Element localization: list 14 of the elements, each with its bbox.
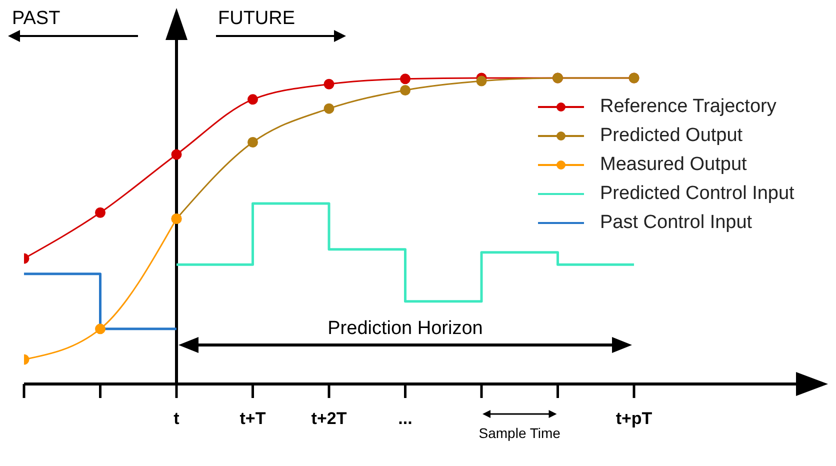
legend-label: Measured Output: [600, 153, 747, 177]
x-tick-label: t+T: [240, 409, 266, 428]
x-tick-label: t: [174, 409, 180, 428]
x-tick-label: ...: [398, 409, 412, 428]
legend-label: Predicted Output: [600, 124, 743, 148]
legend-label: Past Control Input: [600, 211, 752, 235]
text: PAST: [12, 8, 61, 29]
legend-label: Reference Trajectory: [600, 95, 776, 119]
x-tick-label: t+pT: [616, 409, 653, 428]
x-tick-label: t+2T: [311, 409, 348, 428]
text: FUTURE: [218, 8, 296, 29]
legend-label: Predicted Control Input: [600, 182, 794, 206]
annotation: Prediction Horizon: [328, 318, 483, 339]
text: Sample Time: [478, 425, 561, 441]
